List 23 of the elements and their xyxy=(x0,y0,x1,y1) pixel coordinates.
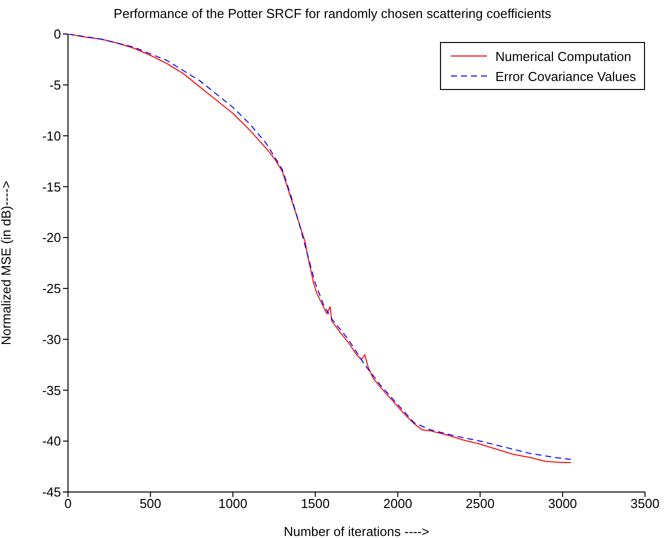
y-tick-label: -20 xyxy=(42,230,61,246)
x-tick-label: 2000 xyxy=(383,496,412,512)
x-tick-label: 0 xyxy=(64,496,72,512)
x-tick-label: 1000 xyxy=(218,496,248,512)
x-tick-label: 500 xyxy=(140,496,162,512)
x-tick-label: 3000 xyxy=(548,496,578,512)
x-axis-title: Number of iterations ----> xyxy=(284,524,430,538)
y-tick-label: -30 xyxy=(42,332,61,347)
y-tick-label: 0 xyxy=(54,26,61,42)
legend-label: Numerical Computation xyxy=(495,48,632,64)
y-tick-label: -15 xyxy=(42,179,61,194)
x-tick-label: 2500 xyxy=(466,496,495,512)
y-tick-label: -5 xyxy=(49,78,61,93)
y-tick-label: -10 xyxy=(42,128,61,144)
chart-title: Performance of the Potter SRCF for randomly chosen scattering coefficients xyxy=(112,6,552,21)
y-tick-label: -35 xyxy=(42,382,61,398)
y-tick-label: -40 xyxy=(42,434,61,449)
x-tick-label: 1500 xyxy=(300,496,330,512)
x-tick-label: 3500 xyxy=(630,496,660,512)
legend-label: Error Covariance Values xyxy=(495,68,636,84)
y-axis-title: Normalized MSE (in dB)----> xyxy=(0,180,14,346)
y-tick-label: -45 xyxy=(42,484,61,500)
y-tick-label: -25 xyxy=(42,281,61,296)
